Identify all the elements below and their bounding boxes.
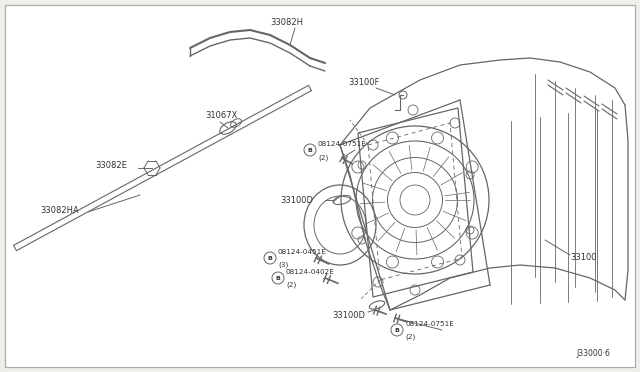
Text: (2): (2) (286, 282, 296, 289)
Text: 08124-0751E: 08124-0751E (405, 321, 454, 327)
Text: 33082H: 33082H (270, 17, 303, 26)
Text: J33000·6: J33000·6 (576, 349, 610, 358)
Text: 33100D: 33100D (332, 311, 365, 320)
Text: 33082HA: 33082HA (40, 205, 79, 215)
Text: B: B (308, 148, 312, 153)
Text: (2): (2) (318, 154, 328, 160)
Text: B: B (276, 276, 280, 280)
Text: 33100: 33100 (570, 253, 596, 263)
Text: 08124-0751E: 08124-0751E (318, 141, 367, 147)
Text: 08124-0451E: 08124-0451E (278, 249, 327, 255)
Text: 33100D: 33100D (280, 196, 313, 205)
Text: B: B (268, 256, 273, 260)
Text: 33082E: 33082E (95, 160, 127, 170)
Text: (3): (3) (278, 262, 288, 269)
Text: (2): (2) (405, 334, 415, 340)
Text: 08124-0402E: 08124-0402E (286, 269, 335, 275)
Text: B: B (395, 327, 399, 333)
Text: 31067X: 31067X (205, 110, 237, 119)
Text: 33100F: 33100F (348, 77, 380, 87)
